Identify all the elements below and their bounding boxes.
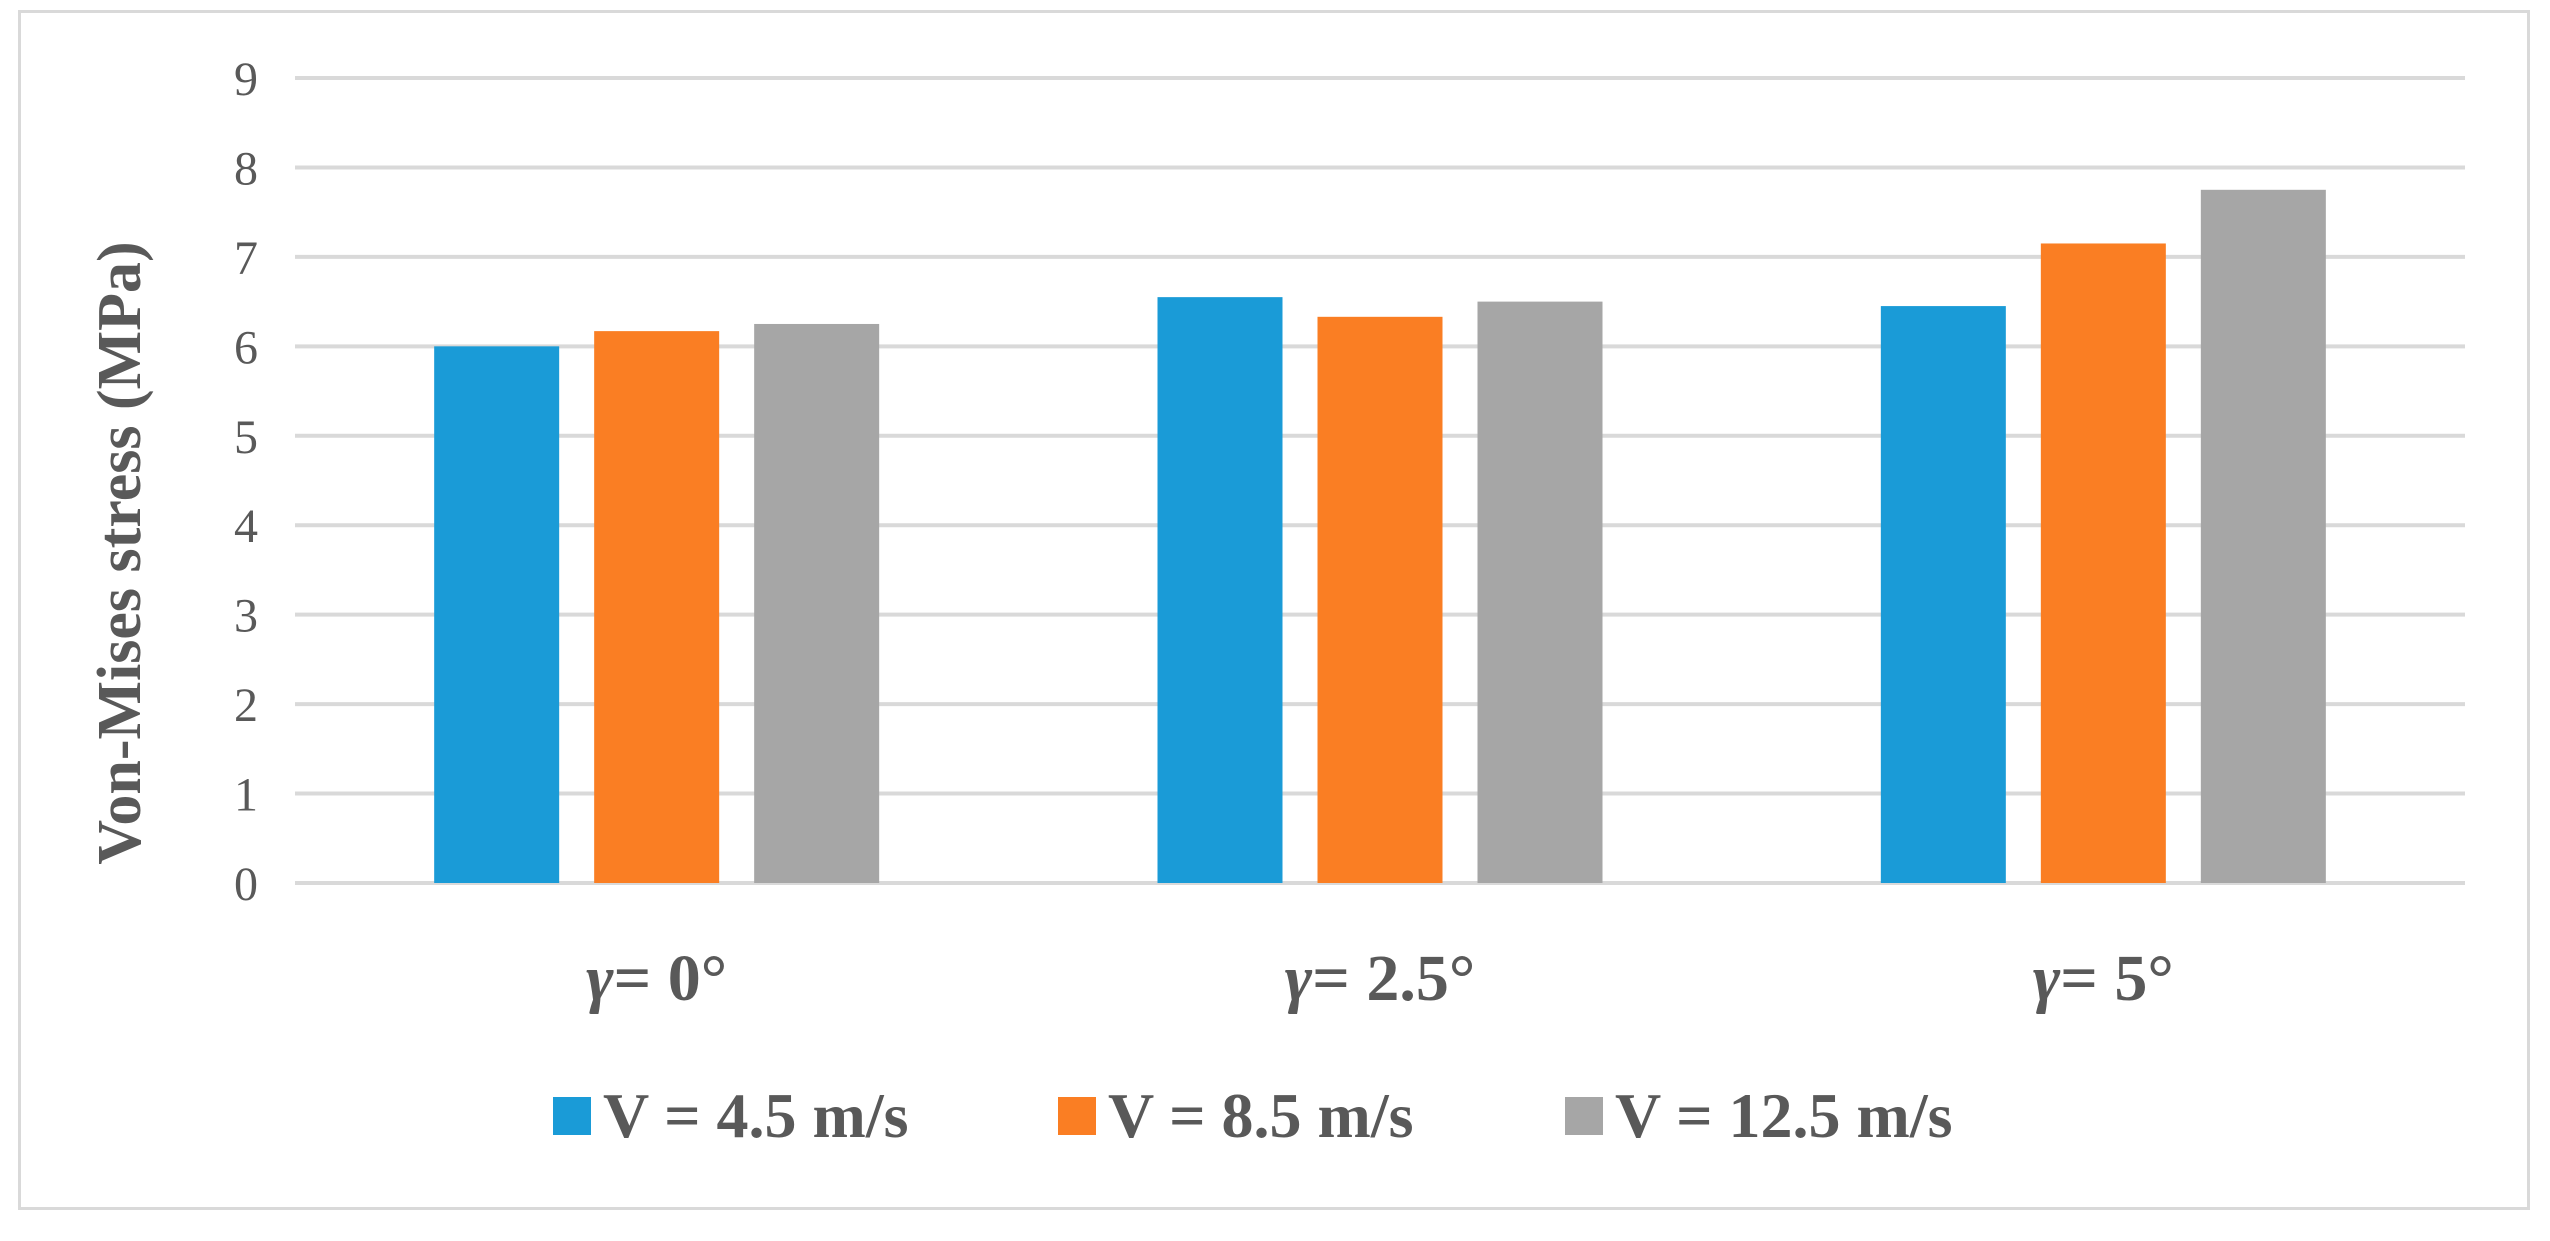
- bar: [1157, 297, 1283, 883]
- y-tick-label: 7: [234, 232, 258, 285]
- y-tick-label: 8: [234, 142, 258, 195]
- bar: [594, 331, 720, 883]
- legend-swatch: [1565, 1097, 1603, 1135]
- category-value: = 2.5°: [1312, 942, 1475, 1015]
- legend-swatch: [1058, 1097, 1096, 1135]
- y-tick-label: 1: [234, 769, 258, 822]
- bar: [2040, 243, 2166, 883]
- y-tick-label: 2: [234, 679, 258, 732]
- legend-swatch: [553, 1097, 591, 1135]
- bar: [1880, 306, 2006, 883]
- bar: [1477, 301, 1603, 884]
- bar: [434, 346, 560, 883]
- y-tick-label: 0: [234, 858, 258, 911]
- legend-label: V = 8.5 m/s: [1108, 1080, 1414, 1151]
- y-tick-label: 6: [234, 321, 258, 374]
- y-tick-label: 4: [234, 500, 258, 553]
- x-category-label: γ= 2.5°: [1285, 942, 1475, 1015]
- bars: [434, 189, 2326, 884]
- category-value: = 0°: [614, 942, 728, 1015]
- x-category-label: γ= 0°: [586, 942, 727, 1015]
- legend-label: V = 12.5 m/s: [1615, 1080, 1953, 1151]
- legend-label: V = 4.5 m/s: [603, 1080, 909, 1151]
- y-axis-ticks: 0 1 2 3 4 5 6 7 8 9: [234, 53, 258, 911]
- gamma-symbol: γ: [1285, 942, 1313, 1015]
- bar: [754, 323, 880, 883]
- y-tick-label: 9: [234, 53, 258, 106]
- gamma-symbol: γ: [586, 942, 614, 1015]
- x-axis-categories: γ= 0° γ= 2.5° γ= 5°: [586, 942, 2174, 1015]
- category-value: = 5°: [2060, 942, 2174, 1015]
- bar: [2200, 189, 2326, 884]
- y-tick-label: 5: [234, 411, 258, 464]
- y-axis-title: Von-Mises stress (MPa): [86, 241, 154, 864]
- x-category-label: γ= 5°: [2033, 942, 2174, 1015]
- y-tick-label: 3: [234, 590, 258, 643]
- gamma-symbol: γ: [2033, 942, 2061, 1015]
- legend: V = 4.5 m/s V = 8.5 m/s V = 12.5 m/s: [553, 1080, 1953, 1151]
- bar: [1317, 316, 1443, 884]
